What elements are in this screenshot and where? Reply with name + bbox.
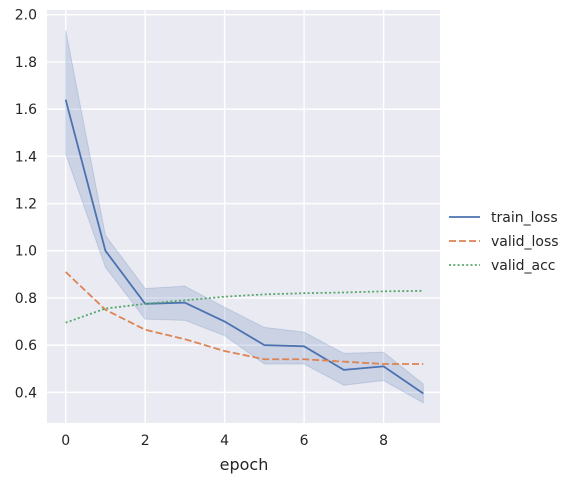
valid_acc-line xyxy=(65,289,424,324)
y-tick-label: 0.4 xyxy=(15,385,37,401)
valid_loss-line xyxy=(65,271,424,365)
valid_loss-legend-label: valid_loss xyxy=(491,234,559,250)
x-tick-label: 0 xyxy=(61,433,70,449)
x-tick-label: 8 xyxy=(379,433,388,449)
legend: train_loss valid_loss valid_acc xyxy=(449,210,559,274)
confidence-bands xyxy=(65,29,424,404)
x-axis-label: epoch xyxy=(220,455,269,474)
x-tick-label: 6 xyxy=(300,433,309,449)
x-tick-label: 4 xyxy=(220,433,229,449)
x-tick-labels: 0 2 4 6 8 xyxy=(61,433,388,449)
y-tick-label: 0.6 xyxy=(15,338,37,354)
x-tick-label: 2 xyxy=(141,433,150,449)
y-tick-label: 1.0 xyxy=(15,244,37,260)
y-tick-label: 1.2 xyxy=(15,197,37,213)
train_loss-legend-label: train_loss xyxy=(491,210,558,226)
train_loss-line xyxy=(64,99,424,395)
series-lines xyxy=(64,99,424,395)
grid xyxy=(47,10,440,423)
y-tick-label: 0.8 xyxy=(15,291,37,307)
y-tick-label: 2.0 xyxy=(15,8,37,24)
valid_acc-legend-label: valid_acc xyxy=(491,258,556,274)
y-tick-label: 1.4 xyxy=(15,149,37,165)
y-tick-labels: 0.4 0.6 0.8 1.0 1.2 1.4 1.6 1.8 2.0 xyxy=(15,8,37,402)
y-tick-label: 1.8 xyxy=(15,55,37,71)
train_loss-confidence-band xyxy=(65,29,424,404)
y-tick-label: 1.6 xyxy=(15,102,37,118)
